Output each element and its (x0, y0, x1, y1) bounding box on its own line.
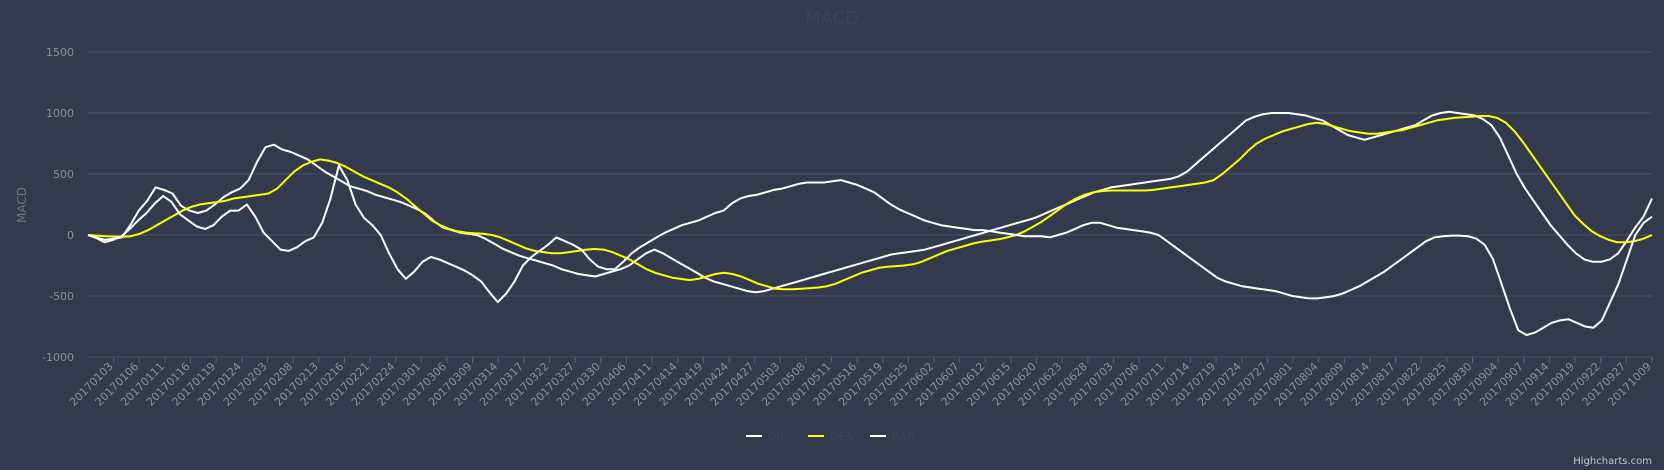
legend-label: BAR (892, 430, 915, 443)
legend-item-dea[interactable]: DEA (808, 430, 853, 443)
series-lines (87, 110, 1653, 336)
legend-item-bar[interactable]: BAR (870, 430, 915, 443)
grid-lines (88, 51, 1652, 358)
y-axis-ticks: -1000 -500 0 500 1000 1500 (42, 46, 74, 364)
series-line-dif[interactable] (87, 110, 1653, 294)
chart-title: MACD (805, 8, 859, 29)
y-tick-label: 500 (53, 168, 74, 181)
series-line-dea[interactable] (87, 115, 1653, 291)
legend-label: DEA (830, 430, 853, 443)
y-axis-label: MACD (15, 187, 29, 223)
y-tick-label: 1500 (46, 46, 74, 59)
y-tick-label: -1000 (42, 351, 74, 364)
legend-label: DIF (768, 430, 786, 443)
y-tick-label: 1000 (46, 107, 74, 120)
y-tick-label: -500 (49, 290, 74, 303)
legend-item-dif[interactable]: DIF (746, 430, 786, 443)
x-axis-ticks: 2017010320170106201701112017011620170119… (67, 357, 1654, 409)
series-line-bar[interactable] (87, 164, 1653, 336)
legend[interactable]: DIF DEA BAR (746, 430, 915, 443)
credits-link[interactable]: Highcharts.com (1573, 456, 1652, 467)
y-tick-label: 0 (67, 229, 74, 242)
